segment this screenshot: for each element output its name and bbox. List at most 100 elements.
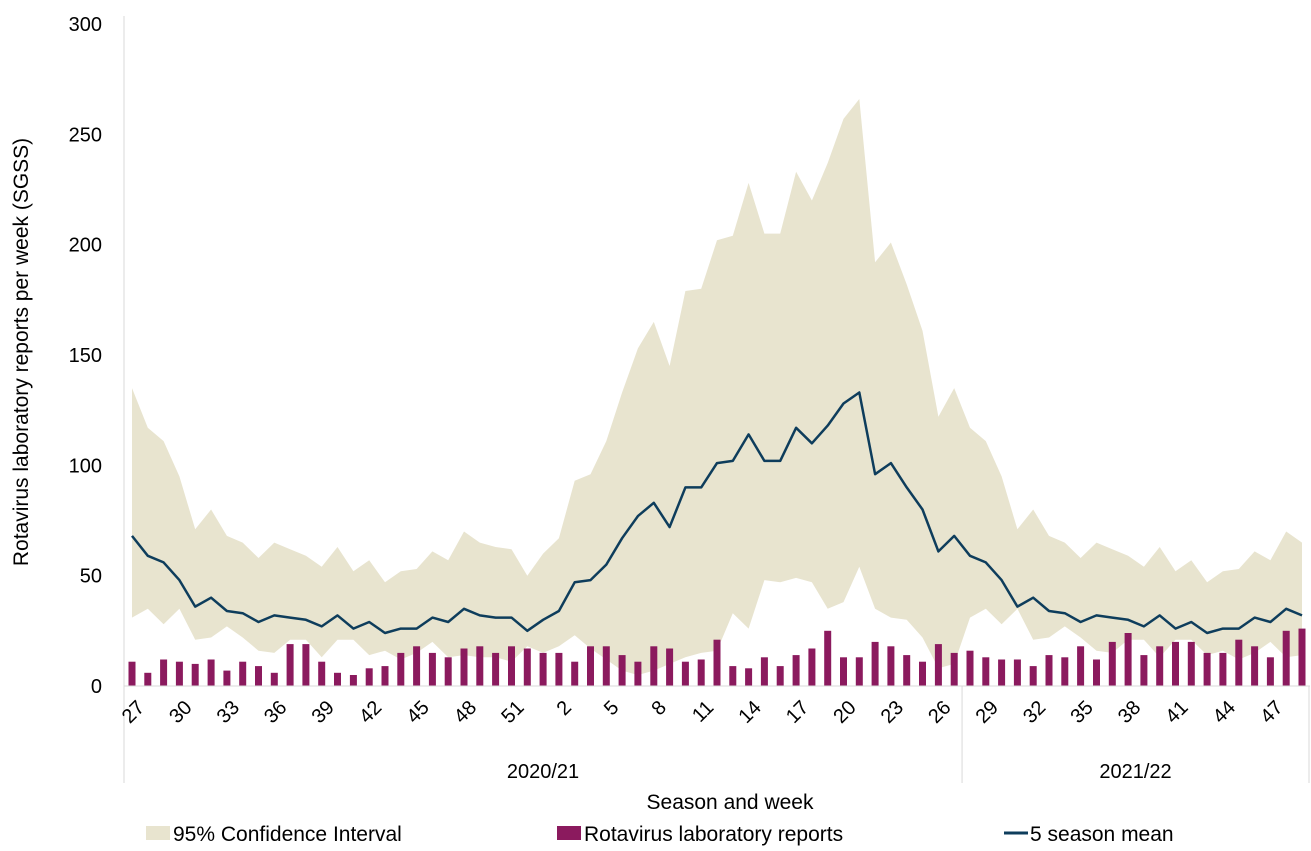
x-tick-17-14: 17 — [782, 697, 813, 728]
bar-week-44-70 — [1235, 639, 1243, 686]
bar-week-4-30 — [602, 646, 610, 686]
bar-week-42-15 — [365, 668, 373, 686]
bar-week-26-52 — [950, 652, 958, 686]
x-tick-11-12: 11 — [688, 697, 718, 727]
bar-week-53-26 — [539, 652, 547, 686]
bar-week-43-16 — [381, 666, 389, 686]
bar-week-34-7 — [239, 661, 247, 686]
bar-week-21-47 — [871, 641, 879, 686]
legend: 95% Confidence Interval Rotavirus labora… — [146, 823, 1174, 846]
bar-week-13-39 — [745, 668, 753, 686]
bar-week-46-72 — [1266, 657, 1274, 686]
bar-week-45-18 — [413, 646, 421, 686]
bar-week-28-1 — [144, 672, 152, 686]
bar-week-50-23 — [492, 652, 500, 686]
bar-week-3-29 — [587, 646, 594, 686]
bar-week-31-57 — [1029, 666, 1037, 686]
bar-week-36-9 — [270, 672, 278, 686]
bar-week-10-36 — [697, 659, 705, 686]
bar-week-48-21 — [460, 648, 468, 686]
y-tick-50: 50 — [80, 566, 102, 588]
x-tick-20-15: 20 — [829, 697, 860, 728]
bar-week-32-5 — [207, 659, 215, 686]
bar-week-47-20 — [444, 657, 452, 686]
bar-week-48-74 — [1298, 628, 1306, 686]
bar-week-24-50 — [919, 661, 926, 686]
bar-week-20-46 — [855, 657, 863, 686]
y-tick-0: 0 — [91, 676, 102, 698]
season-labels: 2020/21 2021/22 — [507, 761, 1172, 783]
bar-week-46-19 — [428, 652, 436, 686]
bar-week-30-56 — [1013, 659, 1021, 686]
x-tick-36-3: 36 — [260, 697, 291, 728]
bar-week-18-44 — [824, 630, 832, 686]
y-tick-100: 100 — [69, 455, 102, 477]
five-season-mean-line — [131, 391, 1303, 635]
x-tick-42-5: 42 — [355, 697, 386, 728]
confidence-interval-band — [132, 99, 1302, 675]
bar-week-42-68 — [1203, 652, 1211, 686]
x-tick-8-11: 8 — [648, 697, 671, 720]
bar-week-49-22 — [476, 646, 484, 686]
bar-week-25-51 — [934, 644, 942, 686]
x-tick-32-19: 32 — [1019, 697, 1050, 728]
bar-week-2-28 — [571, 661, 579, 686]
bar-week-52-25 — [523, 648, 531, 686]
bar-week-32-58 — [1045, 655, 1053, 686]
x-tick-labels: 27 30 33 36 39 42 45 48 51 2 5 8 11 14 17 20 23 26 29 32 35 3… — [118, 697, 1288, 728]
bar-week-12-38 — [729, 666, 737, 686]
y-tick-labels: 0 50 100 150 200 250 300 — [69, 14, 102, 698]
legend-label-confidence-interval: 95% Confidence Interval — [173, 823, 402, 846]
season-label-2021-22: 2021/22 — [1099, 761, 1171, 783]
bar-week-11-37 — [713, 639, 721, 686]
x-tick-47-24: 47 — [1256, 697, 1287, 728]
x-tick-26-17: 26 — [924, 697, 955, 728]
x-tick-23-16: 23 — [877, 697, 908, 728]
bar-week-41-67 — [1187, 641, 1195, 686]
bar-week-6-32 — [634, 661, 642, 686]
y-tick-300: 300 — [69, 14, 102, 36]
x-tick-30-1: 30 — [165, 697, 196, 728]
bar-week-29-55 — [998, 659, 1006, 686]
bar-layer — [128, 628, 1306, 686]
x-tick-44-23: 44 — [1209, 697, 1240, 728]
x-tick-38-21: 38 — [1114, 697, 1145, 728]
bar-week-47-73 — [1282, 630, 1290, 686]
legend-swatch-confidence-interval — [146, 826, 170, 840]
bar-week-36-62 — [1108, 641, 1116, 686]
bar-week-40-66 — [1172, 641, 1179, 686]
bar-week-37-10 — [286, 644, 294, 686]
bar-week-41-14 — [349, 675, 357, 686]
bar-week-7-33 — [650, 646, 658, 686]
legend-swatch-lab-reports — [557, 826, 581, 840]
bar-week-34-60 — [1077, 646, 1085, 686]
bar-week-38-11 — [302, 644, 310, 686]
x-tick-14-13: 14 — [734, 697, 765, 728]
bar-week-35-61 — [1093, 659, 1100, 686]
season-label-2020-21: 2020/21 — [507, 761, 579, 783]
bar-week-29-2 — [160, 659, 168, 686]
bar-week-45-71 — [1251, 646, 1259, 686]
bar-week-27-53 — [966, 650, 974, 686]
bar-week-30-3 — [175, 661, 183, 686]
bar-week-33-59 — [1061, 657, 1069, 686]
x-tick-5-10: 5 — [600, 697, 623, 720]
bar-week-9-35 — [681, 661, 689, 686]
x-tick-48-7: 48 — [450, 697, 481, 728]
bar-week-44-17 — [397, 652, 405, 686]
bar-week-31-4 — [191, 663, 199, 686]
bar-week-35-8 — [255, 666, 262, 686]
bar-week-16-42 — [792, 655, 800, 686]
x-axis-title: Season and week — [647, 791, 814, 814]
bar-week-17-43 — [808, 648, 816, 686]
x-tick-41-22: 41 — [1161, 697, 1192, 728]
x-tick-51-8: 51 — [497, 697, 528, 728]
bar-week-28-54 — [982, 657, 990, 686]
bar-week-40-13 — [334, 672, 341, 686]
bar-week-1-27 — [555, 652, 563, 686]
bar-week-23-49 — [903, 655, 911, 686]
y-axis-title: Rotavirus laboratory reports per week (S… — [10, 138, 33, 566]
x-tick-2-9: 2 — [553, 697, 576, 720]
bar-week-37-63 — [1124, 633, 1132, 686]
